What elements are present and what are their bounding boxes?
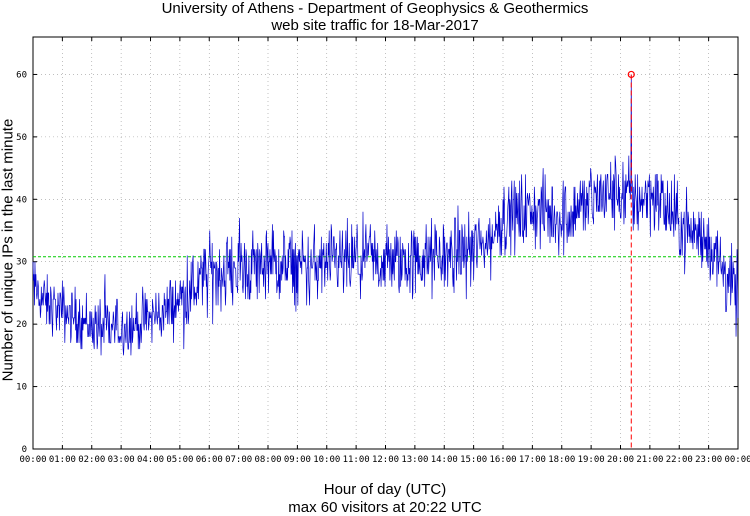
y-tick-label: 40: [16, 195, 27, 205]
x-tick-label: 11:00: [343, 455, 370, 465]
x-tick-label: 15:00: [460, 455, 487, 465]
plot-frame: [32, 36, 739, 450]
x-tick-label: 18:00: [548, 455, 575, 465]
x-tick-label: 17:00: [519, 455, 546, 465]
x-tick-label: 01:00: [49, 455, 76, 465]
x-tick-label: 20:00: [607, 455, 634, 465]
x-tick-label: 22:00: [666, 455, 693, 465]
chart-title: University of Athens - Department of Geo…: [161, 0, 589, 17]
y-tick-label: 10: [16, 383, 27, 393]
x-tick-label: 03:00: [108, 455, 135, 465]
traffic-series-line: [32, 74, 739, 356]
x-axis-label: Hour of day (UTC): [323, 481, 447, 498]
chart-subtitle: web site traffic for 18-Mar-2017: [271, 17, 479, 34]
x-tick-label: 07:00: [225, 455, 252, 465]
x-tick-label: 23:00: [695, 455, 722, 465]
x-tick-label: 04:00: [137, 455, 164, 465]
x-tick-label: 16:00: [489, 455, 516, 465]
x-tick-label: 21:00: [636, 455, 663, 465]
y-tick-label: 20: [16, 320, 27, 330]
y-tick-label: 30: [16, 258, 27, 268]
y-tick-label: 0: [22, 445, 27, 455]
x-tick-label: 02:00: [78, 455, 105, 465]
x-tick-label: 10:00: [313, 455, 340, 465]
x-tick-label: 13:00: [401, 455, 428, 465]
x-tick-label: 09:00: [284, 455, 311, 465]
y-tick-label: 60: [16, 70, 27, 80]
x-tick-label: 19:00: [578, 455, 605, 465]
max-visitors-note: max 60 visitors at 20:22 UTC: [288, 499, 482, 516]
x-tick-label: 06:00: [196, 455, 223, 465]
x-tick-label: 00:00: [19, 455, 46, 465]
x-tick-label: 05:00: [166, 455, 193, 465]
x-tick-label: 14:00: [431, 455, 458, 465]
x-tick-label: 00:00: [724, 455, 750, 465]
x-tick-label: 12:00: [372, 455, 399, 465]
y-tick-label: 50: [16, 133, 27, 143]
max-marker-point: [627, 70, 635, 79]
x-tick-label: 08:00: [254, 455, 281, 465]
